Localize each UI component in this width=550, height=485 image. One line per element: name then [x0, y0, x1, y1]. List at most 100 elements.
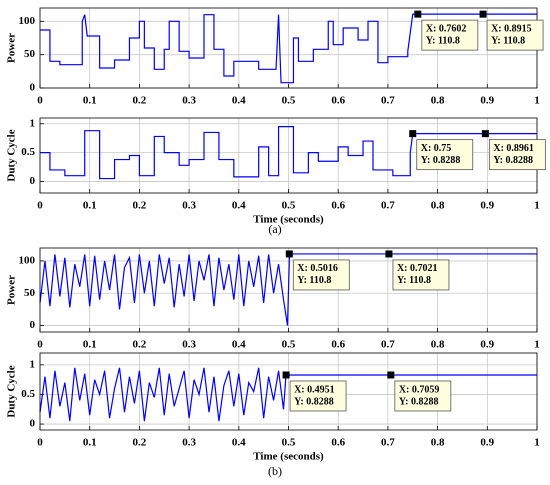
x-tick-label: 0.6: [331, 95, 345, 107]
y-tick-label: 50: [24, 287, 36, 299]
data-line: [40, 13, 537, 84]
x-tick-label: 0.9: [480, 437, 494, 449]
x-tick-label: 0: [37, 437, 43, 449]
x-tick-label: 0.5: [282, 339, 296, 351]
datatip-x: X: 0.8915: [491, 23, 532, 34]
x-tick-label: 0.9: [480, 95, 494, 107]
x-tick-label: 0.3: [182, 95, 196, 107]
x-tick-label: 1: [534, 95, 540, 107]
y-tick-label: 0: [30, 319, 36, 331]
x-tick-label: 0.8: [431, 95, 445, 107]
datatip-x: X: 0.7059: [399, 384, 440, 395]
datatip-y: Y: 110.8: [397, 275, 431, 286]
y-tick-label: 0: [30, 82, 36, 94]
data-line: [39, 253, 537, 326]
datatip-y: Y: 0.8288: [399, 396, 439, 407]
x-tick-label: 0.9: [480, 339, 494, 351]
y-tick-label: 100: [19, 15, 36, 27]
x-tick-label: 0.1: [83, 95, 97, 107]
datatip: X: 0.75Y: 0.8288: [409, 130, 474, 171]
y-axis-label: Power: [6, 33, 18, 63]
x-tick-label: 0.8: [431, 200, 445, 212]
x-axis-label: Time (seconds): [253, 214, 324, 226]
datatip-box: [292, 259, 350, 291]
datatip-box: [486, 19, 544, 51]
y-tick-label: 0: [30, 175, 36, 187]
datatip-box: [394, 380, 452, 412]
x-tick-label: 0.6: [331, 339, 345, 351]
x-tick-label: 0.4: [232, 339, 246, 351]
y-tick-label: 1: [30, 117, 36, 129]
x-tick-label: 0.7: [381, 95, 395, 107]
datatip-marker: [481, 130, 489, 138]
x-tick-label: 0.3: [182, 437, 196, 449]
x-tick-label: 1: [534, 339, 540, 351]
x-tick-label: 0.1: [83, 437, 97, 449]
datatip-marker: [414, 10, 422, 18]
datatip-y: Y: 110.8: [297, 275, 331, 286]
x-tick-label: 0.6: [331, 200, 345, 212]
datatip-y: Y: 110.8: [426, 35, 460, 46]
x-tick-label: 0.5: [282, 95, 296, 107]
x-tick-label: 0.7: [381, 437, 395, 449]
datatip-box: [488, 139, 546, 171]
x-tick-label: 0.7: [381, 339, 395, 351]
x-tick-label: 0.2: [133, 95, 147, 107]
x-tick-label: 0.1: [83, 200, 97, 212]
datatip-y: Y: 110.8: [491, 35, 525, 46]
datatip-x: X: 0.5016: [297, 263, 338, 274]
datatip-box: [289, 380, 347, 412]
plot-frame: [39, 247, 538, 333]
datatip-x: X: 0.75: [421, 143, 452, 154]
x-tick-label: 0.2: [133, 200, 147, 212]
x-tick-label: 1: [534, 200, 540, 212]
plot-frame: [39, 352, 538, 431]
datatip-y: Y: 0.8288: [421, 155, 461, 166]
data-line: [40, 126, 537, 180]
y-axis-label: Duty Cycle: [6, 129, 18, 181]
y-tick-label: 0: [30, 418, 36, 430]
x-tick-label: 0.6: [331, 437, 345, 449]
y-tick-label: 0.5: [21, 388, 35, 400]
caption: (a): [268, 222, 281, 236]
x-tick-label: 0.5: [282, 437, 296, 449]
x-tick-label: 0.9: [480, 200, 494, 212]
x-tick-label: 0.7: [381, 200, 395, 212]
datatip-marker: [479, 10, 487, 18]
datatip-x: X: 0.8961: [493, 143, 534, 154]
datatip-marker: [409, 130, 417, 138]
chart: 0 0.1 0.2 0.3 0.4 0.5 0.6 0.7 0.8 0.9 1 0 50 100Power…: [6, 7, 544, 107]
x-tick-label: 0.2: [133, 339, 147, 351]
x-tick-label: 1: [534, 437, 540, 449]
datatip-x: X: 0.4951: [294, 384, 335, 395]
x-tick-label: 0.3: [182, 200, 196, 212]
x-tick-label: 0.5: [282, 200, 296, 212]
datatip-marker: [282, 371, 290, 379]
x-tick-label: 0.8: [431, 339, 445, 351]
x-tick-label: 0.8: [431, 437, 445, 449]
y-tick-label: 1: [30, 358, 36, 370]
x-tick-label: 0: [37, 339, 43, 351]
x-tick-label: 0.3: [182, 339, 196, 351]
x-tick-label: 0: [37, 200, 43, 212]
x-tick-label: 0.4: [232, 95, 246, 107]
datatip-x: X: 0.7602: [426, 23, 467, 34]
datatip-box: [421, 19, 479, 51]
datatip-box: [416, 139, 474, 171]
chart: 0 0.1 0.2 0.3 0.4 0.5 0.6 0.7 0.8 0.9 1 0 0.5 1 Duty C…: [6, 117, 546, 226]
datatip-marker: [285, 250, 293, 258]
y-tick-label: 50: [24, 48, 36, 60]
chart: 0 0.1 0.2 0.3 0.4 0.5 0.6 0.7 0.8 0.9 1 0 0.5 1 Duty C…: [6, 352, 540, 463]
datatip-marker: [387, 371, 395, 379]
y-tick-label: 100: [19, 254, 36, 266]
x-tick-label: 0: [37, 95, 43, 107]
datatip-marker: [385, 250, 393, 258]
